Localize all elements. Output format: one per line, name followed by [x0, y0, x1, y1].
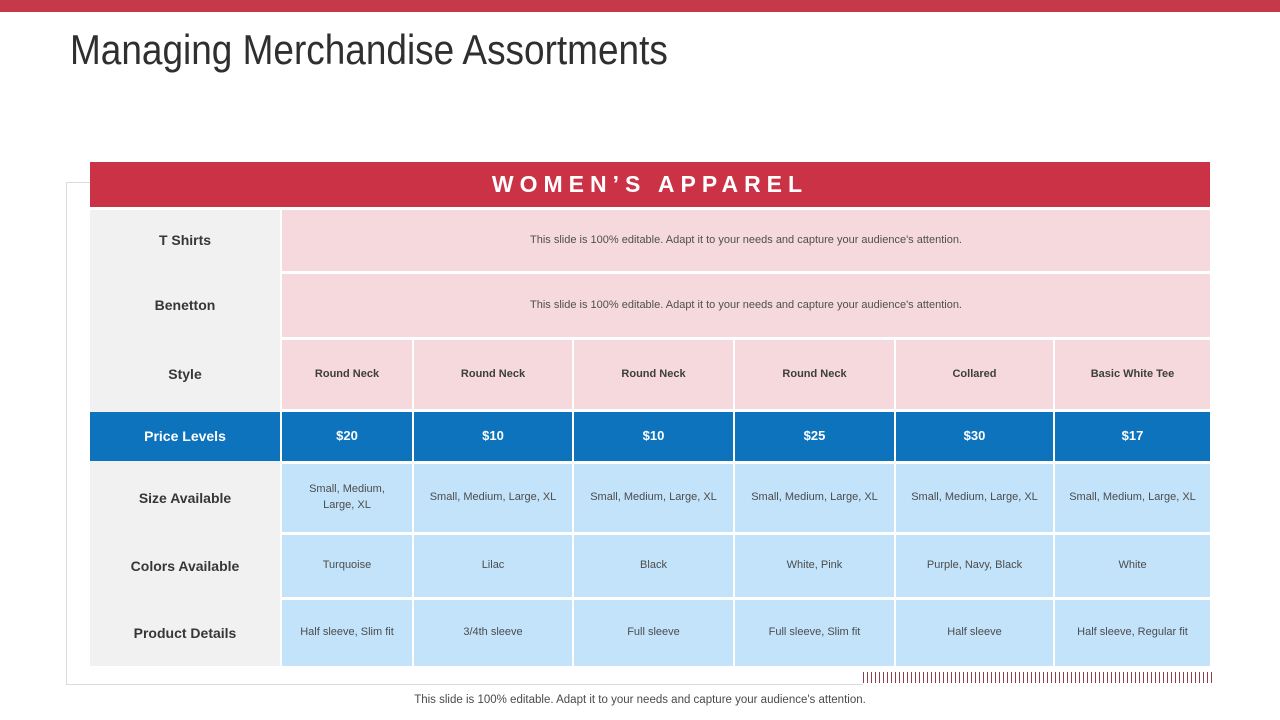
- style-cell: Basic White Tee: [1055, 340, 1210, 409]
- row-label-price-levels: Price Levels: [90, 412, 280, 461]
- row-label-product-details: Product Details: [133, 624, 237, 641]
- editable-note-cell: This slide is 100% editable. Adapt it to…: [282, 210, 1210, 271]
- style-cell: Round Neck: [282, 340, 412, 409]
- product-cell: 3/4th sleeve: [414, 600, 572, 666]
- size-cell: Small, Medium, Large, XL: [735, 464, 894, 532]
- color-cell: White, Pink: [735, 535, 894, 597]
- product-cell: Full sleeve, Slim fit: [735, 600, 894, 666]
- color-cell: Purple, Navy, Black: [896, 535, 1053, 597]
- size-cell: Small, Medium, Large, XL: [574, 464, 733, 532]
- product-cell: Half sleeve, Slim fit: [282, 600, 412, 666]
- color-cell: Turquoise: [282, 535, 412, 597]
- footer-note: This slide is 100% editable. Adapt it to…: [414, 694, 866, 706]
- decorative-frame-notch: [66, 182, 92, 183]
- table-header-banner: WOMEN’S APPAREL: [90, 162, 1210, 207]
- decorative-frame: [66, 182, 863, 685]
- price-cell: $10: [414, 412, 572, 461]
- style-cell: Round Neck: [735, 340, 894, 409]
- table-grid: T Shirts This slide is 100% editable. Ad…: [90, 210, 1210, 666]
- page-title: Managing Merchandise Assortments: [70, 26, 668, 73]
- price-cell: $25: [735, 412, 894, 461]
- hatch-accent-bar: [863, 672, 1212, 683]
- row-label-benetton: Benetton: [154, 297, 216, 314]
- style-cell: Round Neck: [574, 340, 733, 409]
- size-cell: Small, Medium, Large, XL: [1055, 464, 1210, 532]
- row-label-size-available: Size Available: [138, 489, 232, 506]
- editable-note-cell: This slide is 100% editable. Adapt it to…: [282, 274, 1210, 337]
- size-cell: Small, Medium, Large, XL: [414, 464, 572, 532]
- apparel-table: WOMEN’S APPAREL T Shirts This slide is 1…: [90, 162, 1210, 666]
- product-cell: Full sleeve: [574, 600, 733, 666]
- color-cell: White: [1055, 535, 1210, 597]
- row-label-t-shirts: T Shirts: [158, 232, 212, 249]
- product-cell: Half sleeve, Regular fit: [1055, 600, 1210, 666]
- row-label-style: Style: [168, 366, 202, 383]
- color-cell: Lilac: [414, 535, 572, 597]
- size-cell: Small, Medium, Large, XL: [896, 464, 1053, 532]
- size-cell: Small, Medium, Large, XL: [282, 464, 412, 532]
- style-cell: Collared: [896, 340, 1053, 409]
- price-cell: $10: [574, 412, 733, 461]
- price-cell: $20: [282, 412, 412, 461]
- color-cell: Black: [574, 535, 733, 597]
- price-cell: $17: [1055, 412, 1210, 461]
- style-cell: Round Neck: [414, 340, 572, 409]
- row-label-colors-available: Colors Available: [130, 557, 240, 574]
- top-accent-bar: [0, 0, 1280, 12]
- product-cell: Half sleeve: [896, 600, 1053, 666]
- price-cell: $30: [896, 412, 1053, 461]
